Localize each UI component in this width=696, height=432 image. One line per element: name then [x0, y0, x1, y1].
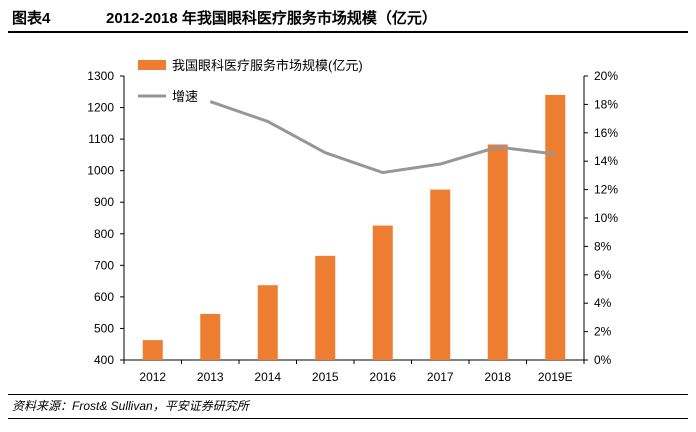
- source-note: 资料来源：Frost& Sullivan，平安证券研究所: [12, 399, 249, 413]
- top-rule: [8, 31, 688, 33]
- legend-line-label: 增速: [172, 89, 198, 104]
- x-tick-label: 2015: [312, 370, 339, 384]
- x-tick-label: 2017: [427, 370, 454, 384]
- x-tick-label: 2012: [139, 370, 166, 384]
- legend-bar-label: 我国眼科医疗服务市场规模(亿元): [172, 58, 363, 73]
- left-tick-label: 1000: [87, 164, 114, 178]
- bar: [487, 144, 508, 360]
- left-tick-label: 1200: [87, 101, 114, 115]
- x-tick-label: 2018: [484, 370, 511, 384]
- x-tick-label: 2014: [254, 370, 281, 384]
- growth-line: [209, 100, 556, 175]
- footer-rule: [8, 418, 688, 419]
- right-tick-label: 0%: [594, 353, 612, 367]
- left-tick-label: 900: [94, 195, 114, 209]
- x-tick-label: 2016: [369, 370, 396, 384]
- right-tick-label: 20%: [594, 69, 618, 83]
- right-tick-label: 6%: [594, 268, 612, 282]
- left-tick-label: 1300: [87, 69, 114, 83]
- bar: [372, 225, 393, 360]
- bar: [257, 285, 278, 360]
- right-tick-label: 12%: [594, 183, 618, 197]
- right-tick-label: 4%: [594, 296, 612, 310]
- left-tick-label: 600: [94, 290, 114, 304]
- left-tick-label: 500: [94, 321, 114, 335]
- right-tick-label: 2%: [594, 325, 612, 339]
- left-tick-label: 400: [94, 353, 114, 367]
- legend-bar-swatch: [138, 60, 166, 70]
- left-tick-label: 700: [94, 258, 114, 272]
- right-tick-label: 10%: [594, 211, 618, 225]
- bar: [430, 189, 451, 360]
- left-tick-label: 1100: [88, 132, 114, 146]
- bar: [315, 255, 336, 360]
- figure-header: 图表4 2012-2018 年我国眼科医疗服务市场规模（亿元）: [8, 8, 688, 30]
- figure-title: 2012-2018 年我国眼科医疗服务市场规模（亿元）: [106, 10, 437, 27]
- right-tick-label: 14%: [594, 154, 618, 168]
- bottom-rule: [8, 394, 688, 395]
- right-tick-label: 18%: [594, 97, 618, 111]
- right-tick-label: 16%: [594, 126, 618, 140]
- right-tick-label: 8%: [594, 239, 612, 253]
- left-tick-label: 800: [94, 227, 114, 241]
- x-tick-label: 2019E: [538, 370, 573, 384]
- figure-label: 图表4: [12, 10, 51, 27]
- bar: [200, 313, 221, 360]
- bar: [142, 340, 163, 360]
- bar: [545, 94, 566, 360]
- x-tick-label: 2013: [197, 370, 224, 384]
